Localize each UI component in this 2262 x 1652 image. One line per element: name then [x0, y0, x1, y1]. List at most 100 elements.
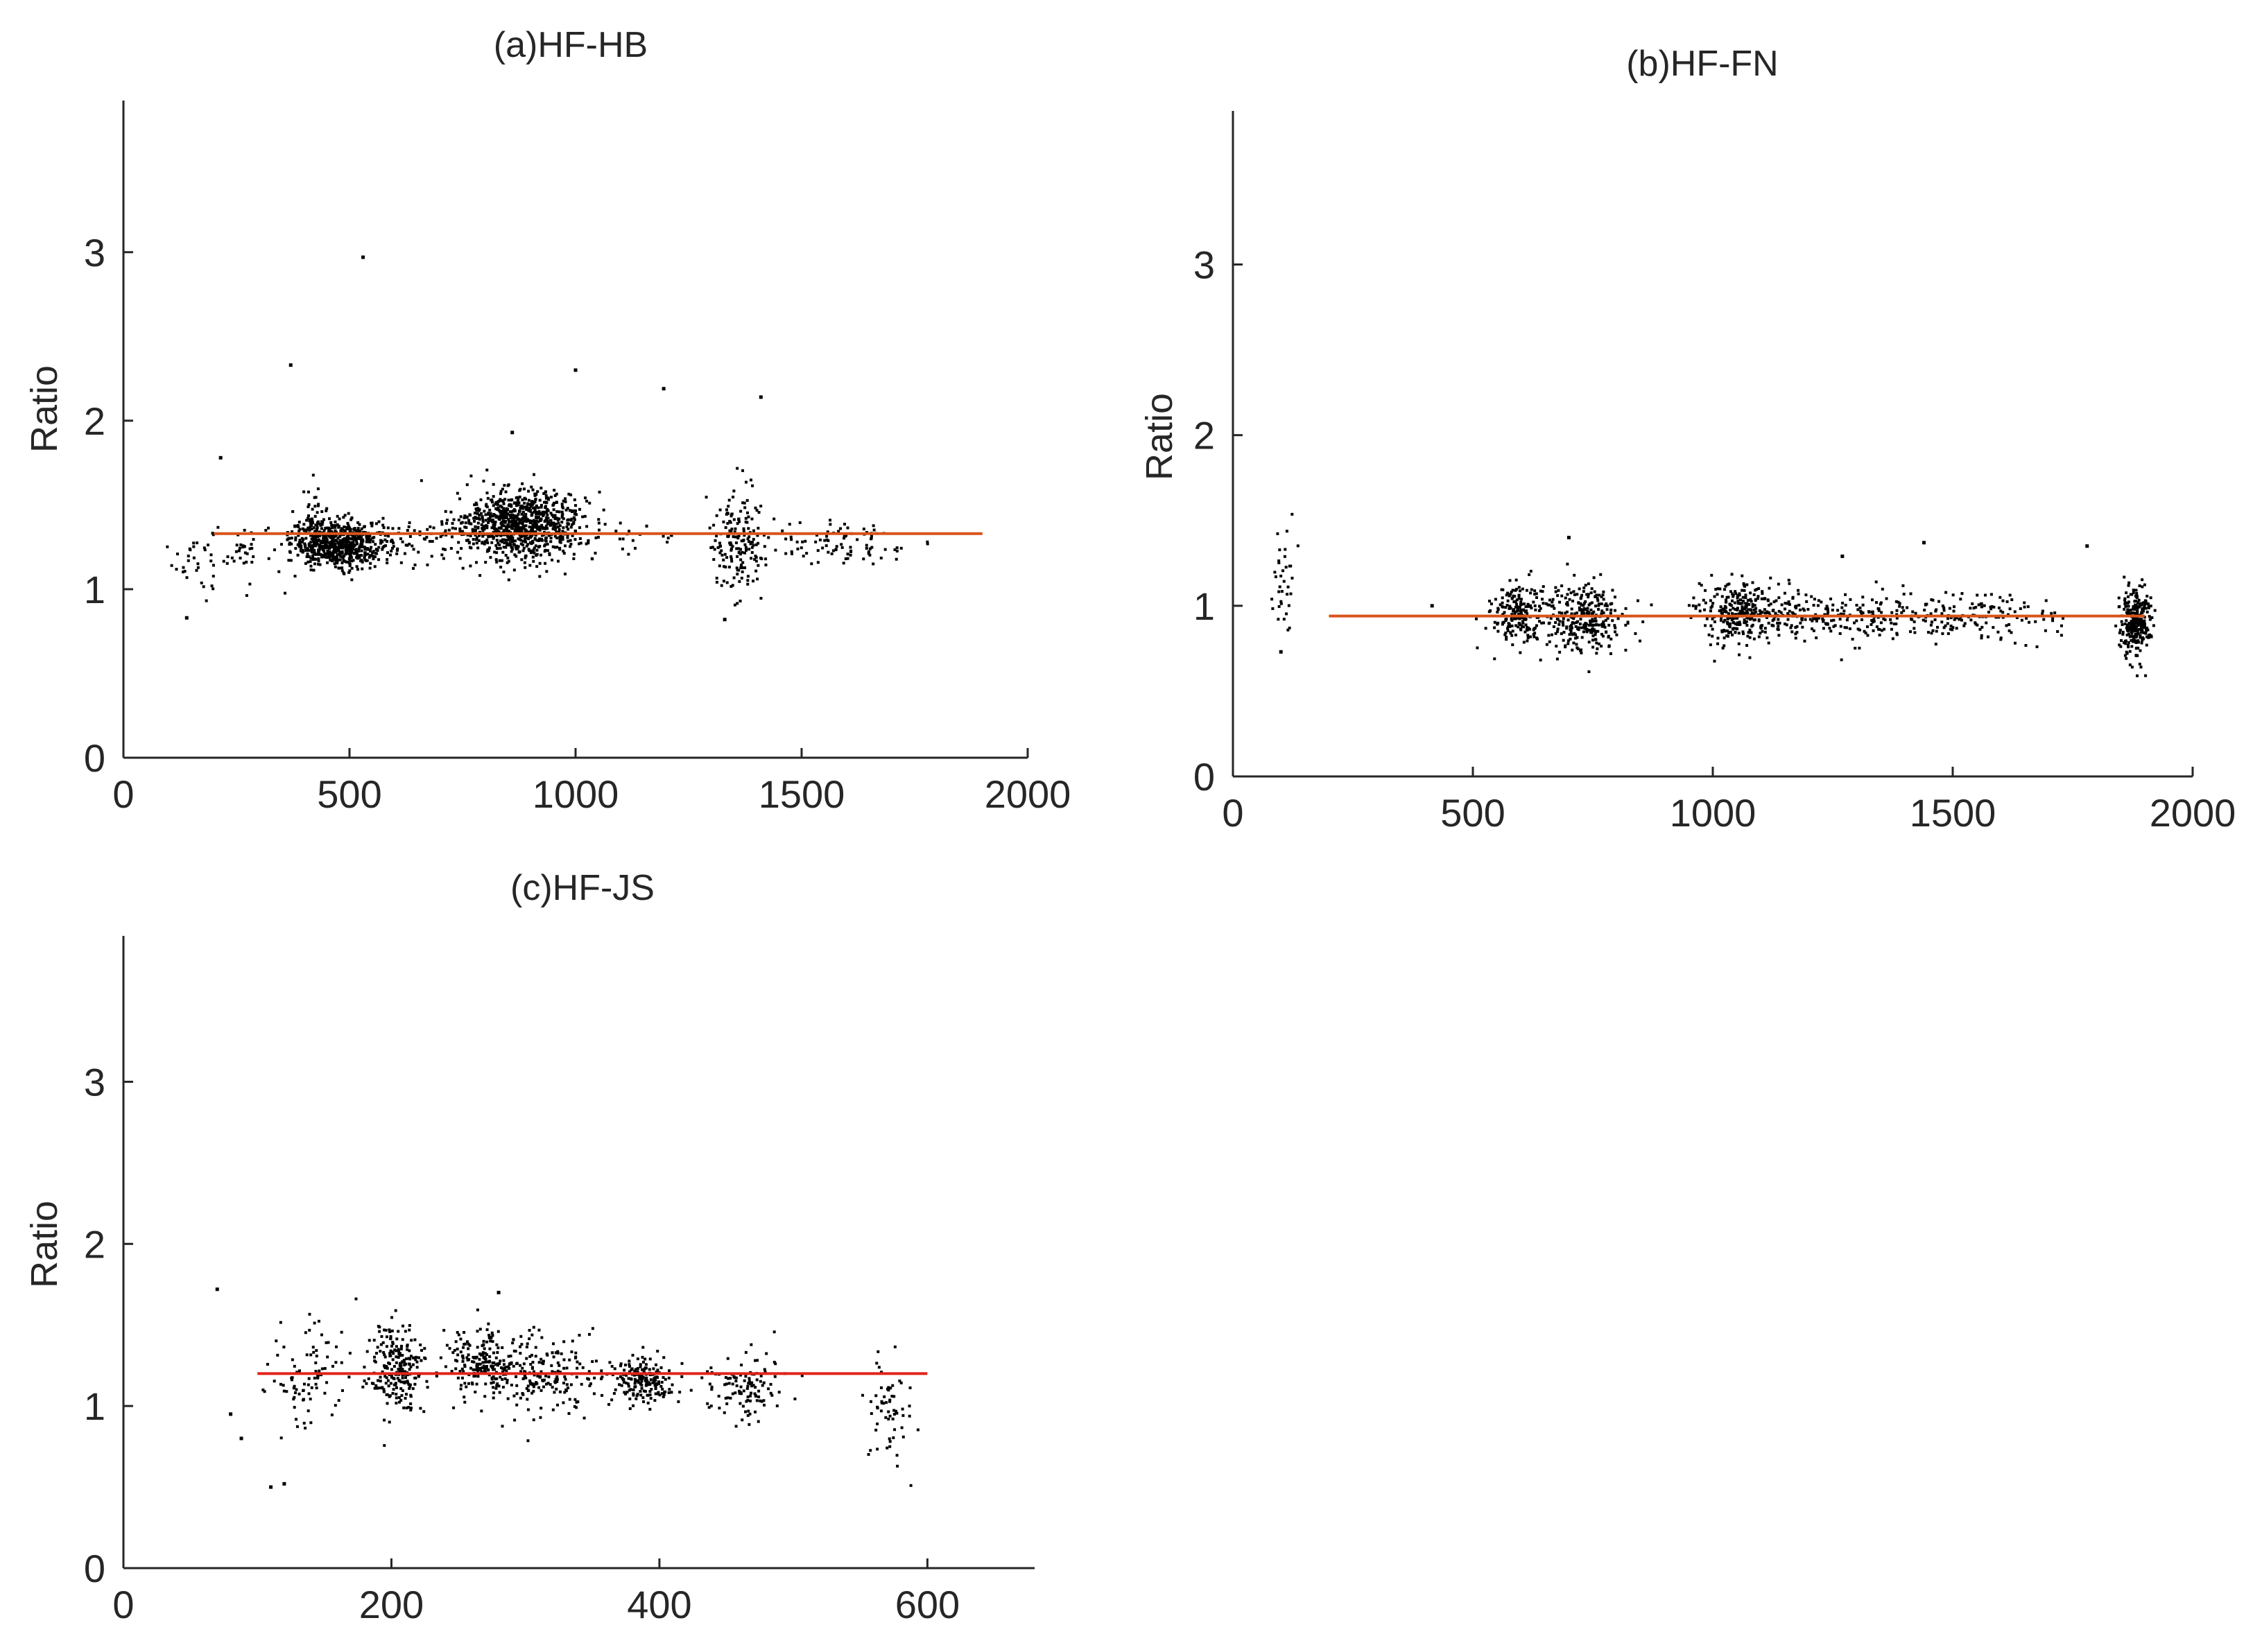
scatter-point [2136, 624, 2140, 627]
scatter-point [383, 1353, 386, 1357]
scatter-point [790, 550, 793, 553]
scatter-point [2125, 623, 2129, 627]
scatter-point [569, 539, 572, 542]
scatter-point [561, 537, 564, 541]
scatter-point [631, 1353, 634, 1357]
scatter-point [1786, 602, 1789, 605]
scatter-point [413, 563, 417, 566]
scatter-point [567, 539, 570, 543]
scatter-point [474, 507, 478, 511]
scatter-point [2132, 589, 2135, 592]
scatter-point [2141, 627, 2144, 631]
scatter-point [485, 550, 489, 553]
scatter-point [1910, 618, 1914, 621]
scatter-point [368, 548, 372, 551]
scatter-point [1711, 634, 1714, 638]
scatter-point [572, 521, 576, 524]
scatter-point [521, 1366, 524, 1370]
scatter-point [409, 1393, 413, 1397]
scatter-point [385, 1376, 388, 1380]
scatter-point [868, 553, 872, 557]
scatter-point [1946, 632, 1950, 635]
scatter-point [1575, 621, 1578, 625]
scatter-point [504, 546, 508, 549]
panel-a-xtick-label: 500 [317, 772, 381, 816]
scatter-point [1940, 620, 1944, 624]
scatter-point [1554, 632, 1557, 635]
scatter-point [192, 545, 196, 548]
scatter-point [302, 1389, 305, 1392]
scatter-point [488, 1347, 492, 1350]
scatter-point [1955, 616, 1959, 620]
scatter-point [714, 539, 717, 542]
scatter-point [1726, 634, 1729, 638]
scatter-point [1577, 601, 1580, 605]
scatter-point [377, 1379, 380, 1382]
scatter-point [338, 566, 341, 570]
outlier-point [573, 368, 578, 372]
scatter-point [639, 1377, 642, 1381]
scatter-point [325, 507, 329, 510]
scatter-point [1587, 641, 1591, 644]
scatter-point [827, 550, 830, 554]
scatter-point [372, 1355, 376, 1359]
scatter-point [1616, 617, 1620, 620]
scatter-point [1889, 618, 1892, 621]
scatter-point [539, 1416, 542, 1419]
scatter-point [356, 521, 360, 524]
scatter-point [352, 559, 355, 562]
scatter-point [445, 519, 449, 522]
panel-b-ytick-label: 3 [1193, 243, 1215, 287]
scatter-point [1605, 608, 1609, 611]
scatter-point [1778, 621, 1781, 625]
scatter-point [1952, 605, 1955, 609]
scatter-point [528, 503, 532, 506]
scatter-point [1542, 621, 1545, 625]
scatter-point [651, 1381, 655, 1384]
scatter-point [549, 512, 553, 515]
scatter-point [379, 541, 383, 545]
scatter-point [517, 512, 520, 516]
scatter-point [551, 558, 554, 562]
scatter-point [1908, 630, 1912, 634]
scatter-point [525, 1346, 528, 1349]
scatter-point [399, 1380, 403, 1384]
scatter-point [625, 1381, 628, 1384]
scatter-point [1867, 611, 1871, 614]
scatter-point [1575, 611, 1578, 615]
scatter-point [515, 1392, 519, 1395]
scatter-point [502, 507, 506, 510]
scatter-point [2143, 622, 2146, 625]
scatter-point [2041, 612, 2044, 616]
scatter-point [524, 505, 527, 509]
scatter-point [1556, 627, 1560, 631]
scatter-point [519, 1396, 522, 1400]
scatter-point [466, 533, 469, 537]
scatter-point [1549, 616, 1553, 620]
scatter-point [510, 519, 514, 523]
scatter-point [348, 546, 352, 549]
scatter-point [1872, 629, 1875, 632]
scatter-point [431, 539, 434, 543]
scatter-point [383, 538, 387, 541]
scatter-point [1955, 627, 1958, 630]
scatter-point [553, 528, 557, 531]
scatter-point [2144, 607, 2148, 610]
scatter-point [1894, 623, 1898, 626]
scatter-point [1594, 633, 1597, 636]
scatter-point [754, 569, 758, 573]
scatter-point [471, 530, 474, 533]
scatter-point [459, 1337, 463, 1341]
scatter-point [183, 570, 187, 573]
scatter-point [558, 524, 562, 528]
panel-a-xtick-label: 0 [112, 772, 134, 816]
scatter-point [1569, 637, 1572, 641]
scatter-point [1519, 611, 1523, 614]
scatter-point [401, 1376, 404, 1380]
scatter-point [513, 553, 517, 557]
scatter-point [325, 526, 329, 530]
scatter-point [641, 1355, 644, 1359]
scatter-point [1986, 635, 1989, 638]
scatter-point [377, 546, 381, 549]
